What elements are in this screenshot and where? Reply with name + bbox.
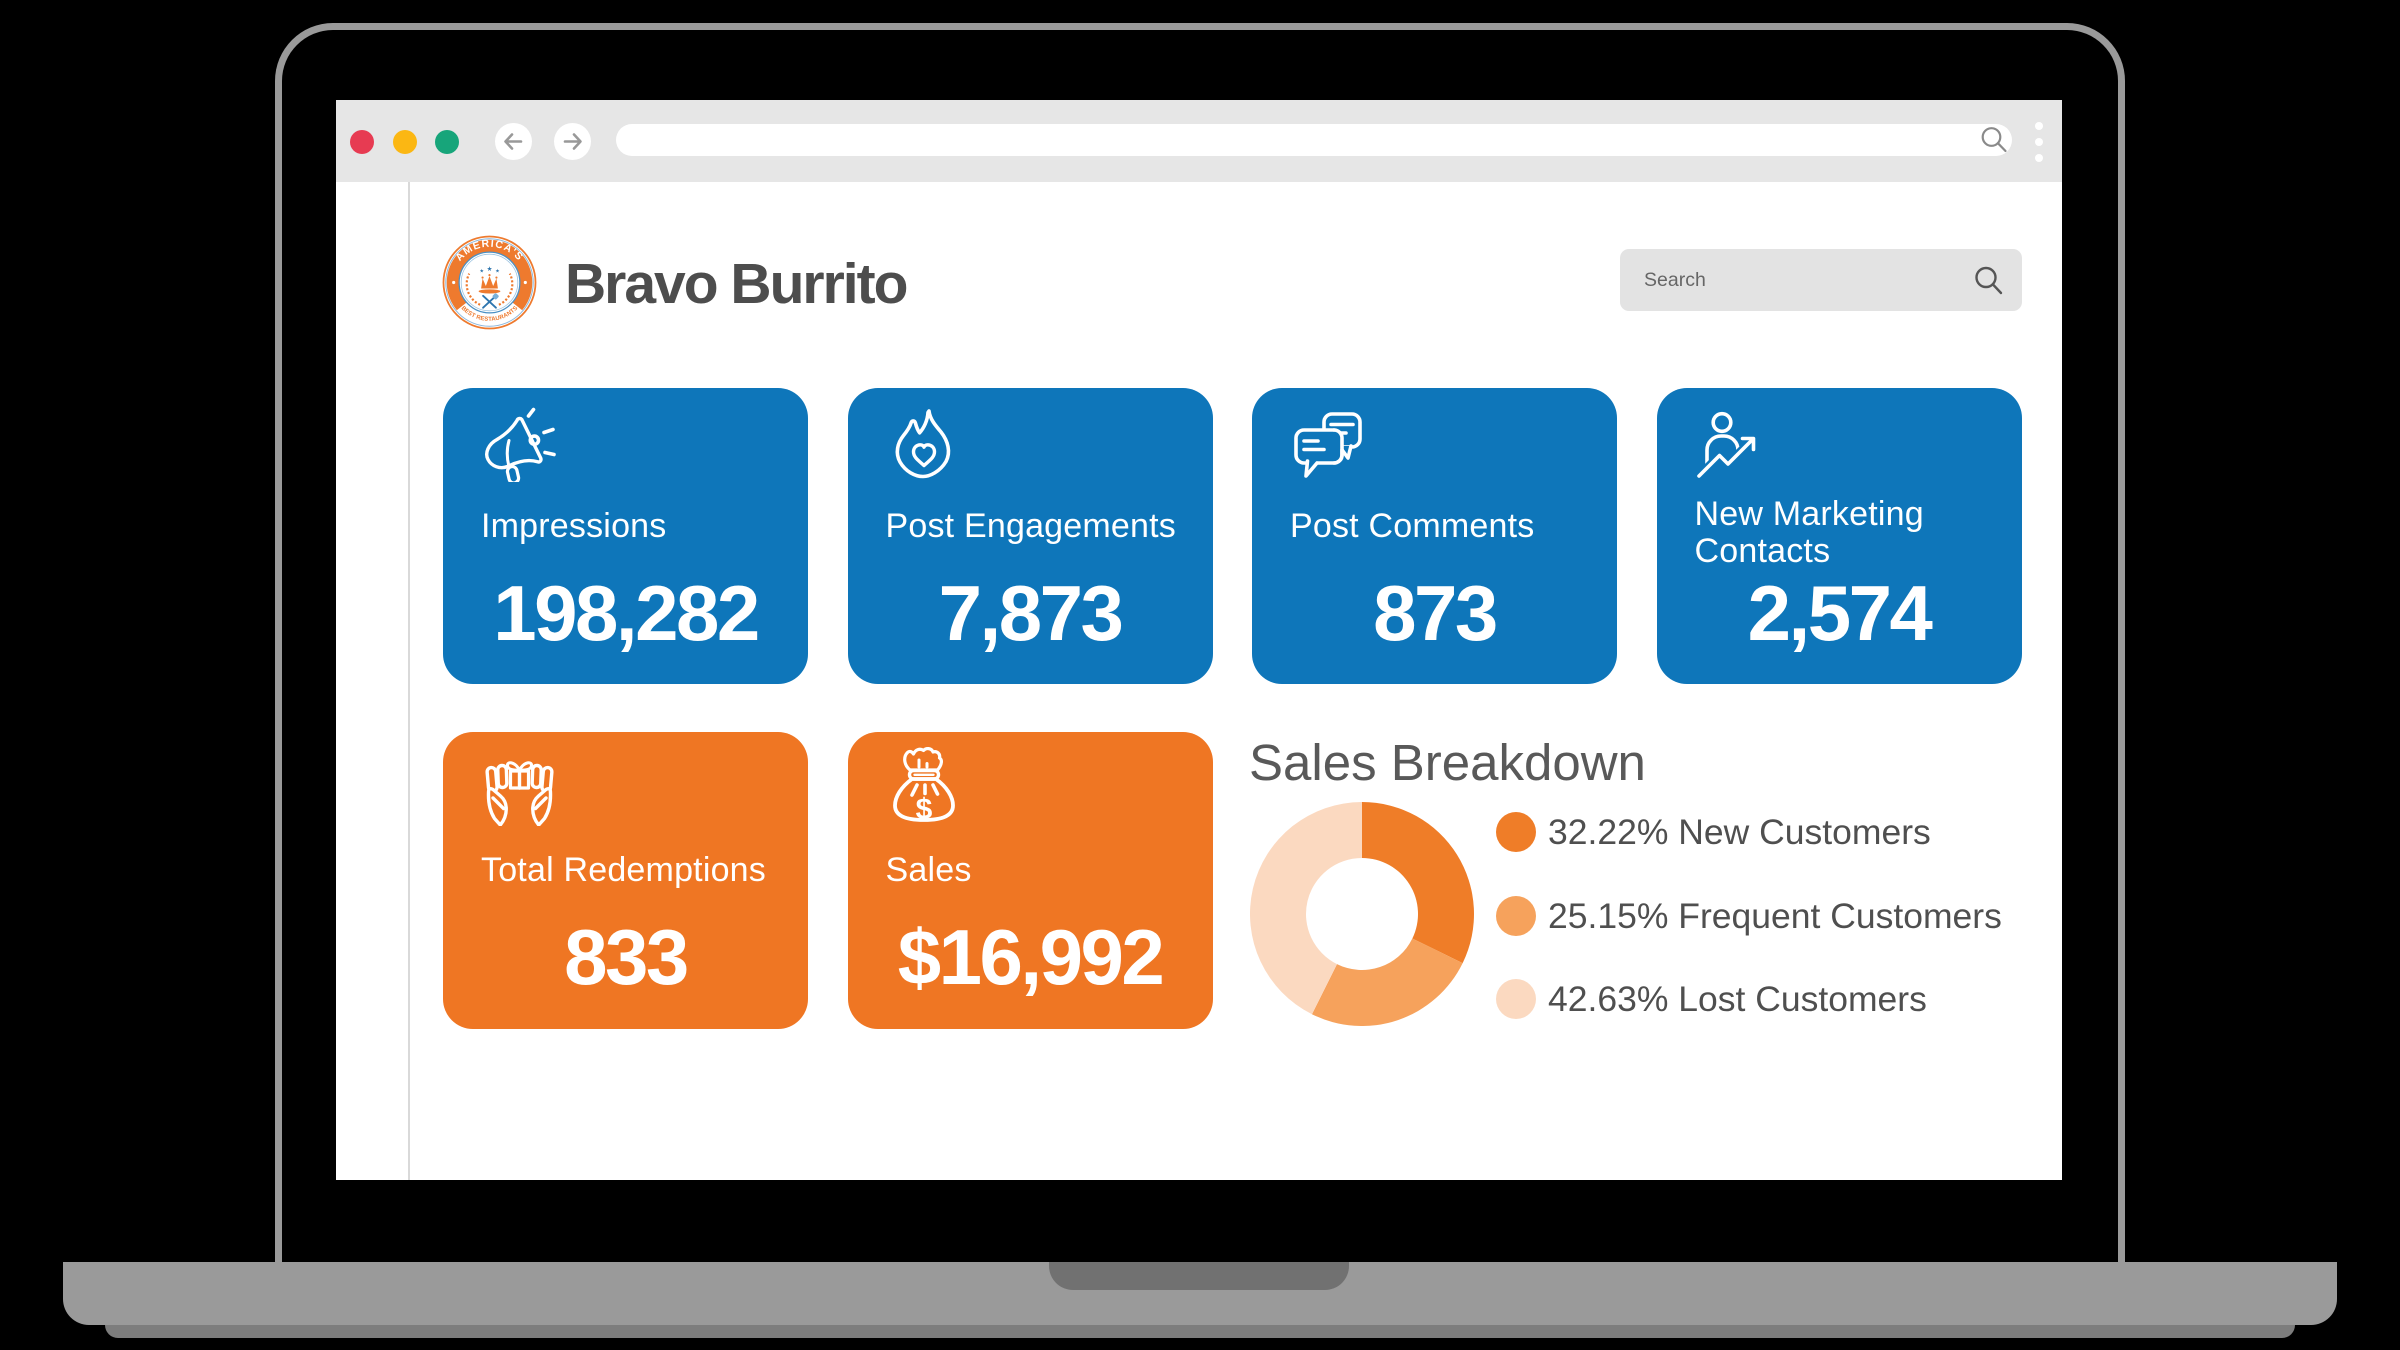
svg-text:★: ★ (495, 269, 500, 275)
svg-text:$: $ (915, 793, 932, 826)
svg-text:★: ★ (487, 266, 493, 273)
svg-text:★: ★ (479, 269, 484, 275)
